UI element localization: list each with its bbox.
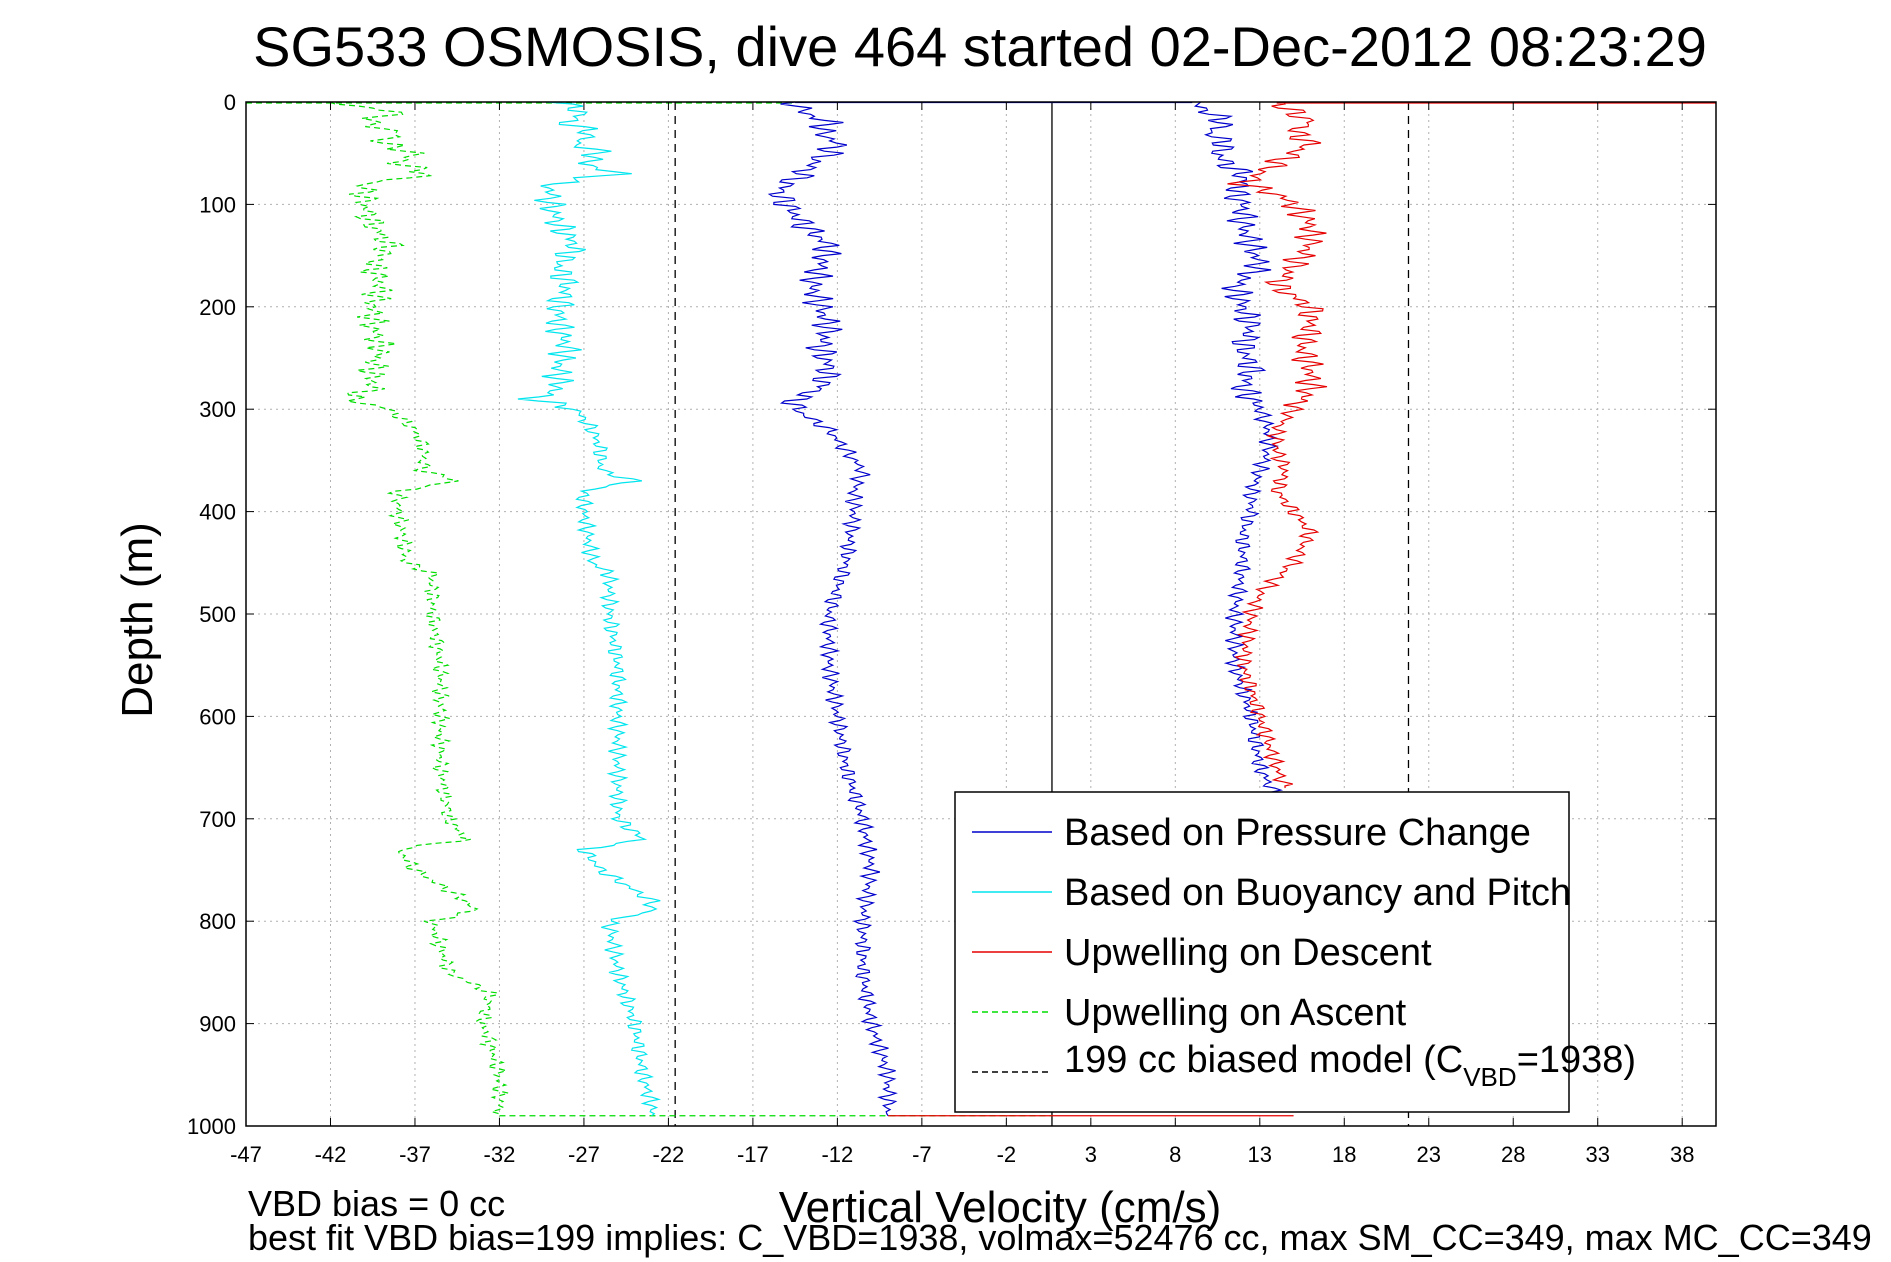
legend-label-buoyancy: Based on Buoyancy and Pitch <box>1064 872 1571 914</box>
y-tick-label: 400 <box>199 500 236 525</box>
x-tick-label: -37 <box>399 1142 431 1167</box>
y-tick-label: 200 <box>199 295 236 320</box>
y-tick-label: 800 <box>199 909 236 934</box>
series-line-pressure <box>767 101 898 1117</box>
chart-title: SG533 OSMOSIS, dive 464 started 02-Dec-2… <box>253 15 1707 78</box>
x-tick-label: 13 <box>1248 1142 1272 1167</box>
x-tick-label: -17 <box>737 1142 769 1167</box>
legend-label-model: 199 cc biased model (CVBD=1938) <box>1064 1039 1636 1092</box>
y-tick-labels: 0 100 200 300 400 500 600 700 800 900 1000 <box>187 90 236 1139</box>
y-tick-label: 300 <box>199 397 236 422</box>
legend-model-prefix: 199 cc biased model (C <box>1064 1039 1463 1081</box>
x-tick-label: 18 <box>1332 1142 1356 1167</box>
x-tick-label: -12 <box>821 1142 853 1167</box>
x-axis-label: Vertical Velocity (cm/s) <box>779 1183 1222 1232</box>
x-tick-labels: -47 -42 -37 -32 -27 -22 -17 -12 -7 -2 3 8 13 18 23 28 33… <box>230 1142 1694 1167</box>
series-line-descent <box>1227 101 1328 789</box>
legend-model-suffix: =1938) <box>1517 1039 1636 1081</box>
legend-model-sub: VBD <box>1463 1062 1516 1092</box>
x-tick-label: -42 <box>315 1142 347 1167</box>
x-tick-label: 3 <box>1085 1142 1097 1167</box>
y-tick-label: 1000 <box>187 1114 236 1139</box>
legend-label-ascent: Upwelling on Ascent <box>1064 992 1407 1034</box>
series-line-ascent <box>329 101 509 1116</box>
y-tick-label: 0 <box>224 90 236 115</box>
y-tick-label: 100 <box>199 192 236 217</box>
y-tick-label: 600 <box>199 704 236 729</box>
x-tick-label: 28 <box>1501 1142 1525 1167</box>
x-tick-label: 8 <box>1169 1142 1181 1167</box>
x-tick-label: -22 <box>653 1142 685 1167</box>
y-tick-label: 900 <box>199 1012 236 1037</box>
legend-box <box>954 791 1570 1113</box>
x-tick-label: -2 <box>997 1142 1017 1167</box>
y-tick-label: 700 <box>199 807 236 832</box>
axes <box>245 101 1717 1127</box>
legend-label-descent: Upwelling on Descent <box>1064 932 1432 974</box>
series-line-buoyancy <box>517 101 662 1117</box>
plot-frame <box>245 101 1717 1127</box>
x-tick-label: -32 <box>484 1142 516 1167</box>
x-tick-label: -7 <box>912 1142 932 1167</box>
footer-best-fit: best fit VBD bias=199 implies: C_VBD=193… <box>248 1217 1872 1258</box>
x-tick-label: -27 <box>568 1142 600 1167</box>
legend: Based on Pressure Change Based on Buoyan… <box>954 791 1636 1113</box>
x-tick-label: -47 <box>230 1142 262 1167</box>
x-tick-label: 33 <box>1585 1142 1609 1167</box>
x-tick-label: 23 <box>1417 1142 1441 1167</box>
footer-vbd-bias: VBD bias = 0 cc <box>248 1183 505 1224</box>
y-axis-label: Depth (m) <box>113 522 162 718</box>
y-tick-label: 500 <box>199 602 236 627</box>
x-tick-label: 38 <box>1670 1142 1694 1167</box>
legend-label-pressure: Based on Pressure Change <box>1064 812 1531 854</box>
series-line-pressure <box>1193 101 1284 799</box>
